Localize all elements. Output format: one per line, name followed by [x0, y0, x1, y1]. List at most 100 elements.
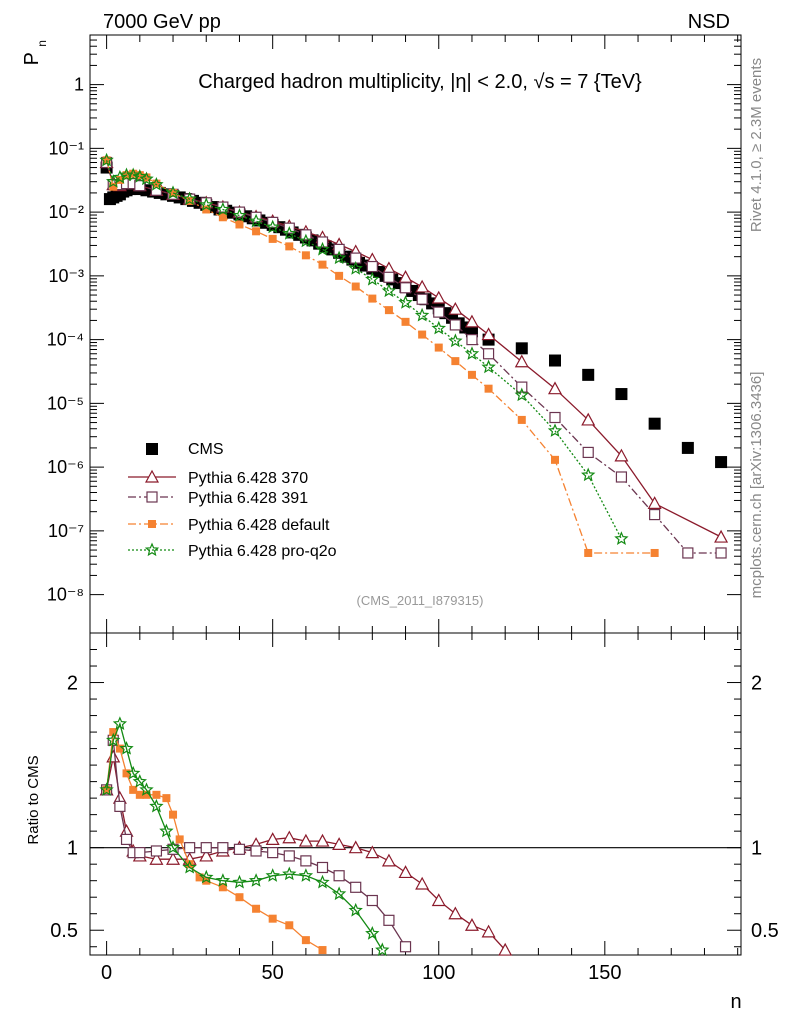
data-point: [399, 282, 412, 294]
data-point: [614, 448, 629, 462]
ratio-point: [195, 873, 204, 882]
ratio-point: [383, 914, 395, 926]
ratio-point: [235, 893, 244, 902]
data-point: [431, 320, 447, 335]
main-y-tick-label: 10⁻⁴: [47, 330, 84, 350]
process-label: NSD: [688, 11, 730, 33]
data-point: [99, 152, 114, 167]
source-note: mcplots.cern.ch [arXiv:1306.3436]: [748, 372, 765, 599]
ratio-point: [217, 842, 229, 854]
ratio-point: [298, 868, 314, 882]
ratio-point: [348, 902, 363, 917]
ratio-point: [126, 765, 141, 780]
data-point: [215, 201, 231, 216]
data-point: [464, 346, 480, 360]
ratio-point: [135, 790, 144, 799]
legend-marker: [144, 469, 160, 483]
data-point: [398, 295, 413, 309]
ratio-series-group: [99, 716, 513, 957]
ratio-point: [233, 843, 246, 855]
data-point: [126, 167, 141, 182]
ratio-point: [119, 741, 134, 755]
data-point: [614, 531, 629, 546]
ratio-point: [184, 842, 196, 854]
main-y-tick-label: 10⁻¹: [48, 138, 84, 158]
data-point: [132, 169, 147, 183]
data-point: [301, 251, 310, 260]
data-point: [416, 293, 428, 305]
legend-marker: [146, 443, 158, 455]
legend-label-default: Pythia 6.428 default: [188, 517, 330, 534]
ratio-point: [318, 946, 327, 955]
data-point: [647, 496, 662, 509]
data-point: [139, 171, 154, 186]
data-point: [648, 417, 661, 430]
data-point: [581, 412, 596, 426]
data-point: [318, 260, 327, 269]
ratio-point: [285, 921, 294, 930]
data-point: [285, 242, 294, 251]
series-3: [102, 156, 659, 557]
ratio-panel: Ratio to CMS 0.5 0.5 1 1 2 2 0 50 100 150 n: [25, 632, 779, 1013]
ratio-point: [218, 883, 227, 892]
beam-label: 7000 GeV pp: [103, 11, 221, 33]
ratio-point: [315, 833, 330, 847]
ratio-point: [166, 851, 181, 865]
ratio-point: [152, 790, 161, 799]
ratio-point: [252, 904, 261, 913]
ratio-y-tick-label: 0.5: [50, 920, 78, 942]
ratio-point: [182, 859, 197, 874]
y-axis-label-sub: n: [35, 40, 49, 47]
data-point: [268, 234, 277, 243]
data-point: [451, 357, 460, 366]
ratio-point: [149, 851, 164, 865]
data-point: [582, 446, 594, 459]
ratio-point: [150, 845, 163, 857]
main-y-tick-label: 1: [74, 75, 84, 95]
ratio-y-tick-label-right: 2: [751, 673, 762, 695]
ratio-y-tick-label: 2: [67, 673, 78, 695]
series-0: [100, 161, 728, 469]
ratio-point: [198, 869, 214, 884]
x-tick-label: 100: [422, 962, 455, 984]
data-point: [682, 547, 694, 559]
data-point: [415, 279, 430, 293]
data-point: [129, 169, 138, 178]
data-point: [433, 306, 445, 318]
legend-label-proq2o: Pythia 6.428 pro-q2o: [188, 543, 337, 560]
data-point: [232, 208, 247, 222]
legend-marker: [146, 491, 158, 503]
data-point: [581, 467, 596, 482]
main-y-tick-label: 10⁻⁶: [47, 457, 84, 477]
data-point: [466, 334, 478, 346]
data-point: [315, 241, 330, 256]
data-point: [401, 317, 410, 326]
ratio-point: [139, 782, 154, 796]
x-tick-label: 50: [262, 962, 284, 984]
ratio-point: [175, 835, 184, 844]
data-point: [449, 319, 461, 331]
data-point: [368, 294, 377, 303]
ratio-line-1: [105, 740, 407, 948]
ratio-point: [215, 873, 231, 887]
main-y-tick-label: 10⁻³: [48, 266, 84, 286]
data-point: [514, 354, 529, 368]
ratio-point: [282, 830, 297, 844]
data-point: [134, 180, 146, 192]
ratio-ticks: 0.5 0.5 1 1 2 2 0 50 100 150: [50, 633, 779, 984]
data-point: [434, 343, 443, 352]
data-point: [481, 359, 496, 374]
series-4: [99, 152, 629, 546]
data-point: [109, 182, 118, 191]
data-point: [715, 547, 727, 559]
ratio-point: [248, 873, 264, 887]
ratio-point: [316, 861, 329, 874]
data-point: [351, 282, 360, 291]
ratio-point: [200, 842, 212, 854]
data-point: [218, 213, 227, 222]
data-point: [418, 330, 427, 339]
data-point: [365, 271, 380, 286]
data-point: [549, 411, 561, 424]
data-point: [185, 196, 194, 205]
